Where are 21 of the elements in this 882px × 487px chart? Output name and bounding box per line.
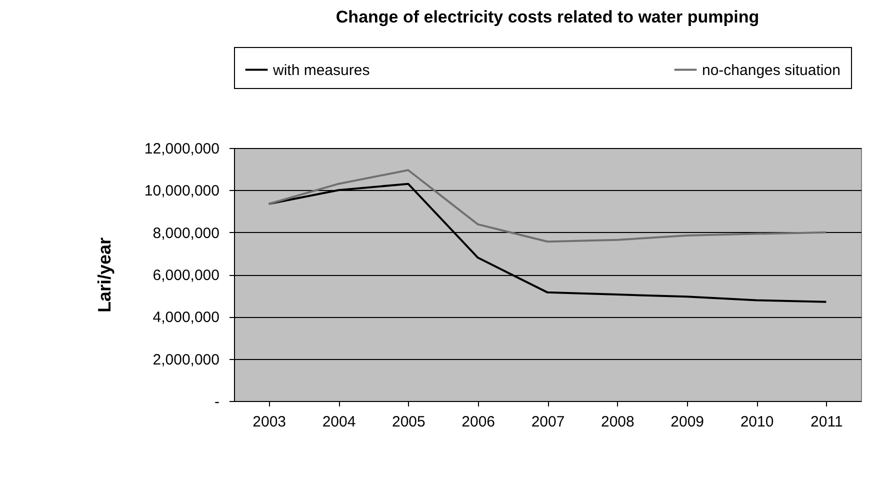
y-tick-label: 4,000,000 (152, 309, 220, 326)
x-tick-label: 2006 (462, 414, 496, 430)
y-tick-label: 8,000,000 (152, 224, 220, 242)
x-tick-label: 2007 (531, 414, 565, 430)
y-tick-label: - (214, 394, 220, 410)
x-tick-label: 2003 (252, 414, 286, 430)
y-tick-label: 6,000,000 (152, 267, 220, 284)
legend-label: with measures (272, 62, 370, 79)
y-axis-title: Lari/year (94, 237, 114, 313)
legend-label: no-changes situation (702, 62, 840, 79)
x-tick-label: 2010 (740, 414, 774, 430)
x-tick-label: 2005 (392, 414, 426, 430)
x-tick-label: 2008 (600, 414, 634, 430)
x-tick-label: 2009 (670, 414, 704, 430)
y-tick-label: 12,000,000 (144, 140, 220, 158)
chart-title: Change of electricity costs related to water pumping (336, 8, 760, 26)
x-tick-label: 2011 (810, 414, 843, 430)
x-tick-label: 2004 (322, 414, 356, 430)
y-tick-label: 10,000,000 (144, 182, 220, 200)
line-series (268, 169, 828, 243)
y-tick-label: 2,000,000 (152, 351, 220, 368)
